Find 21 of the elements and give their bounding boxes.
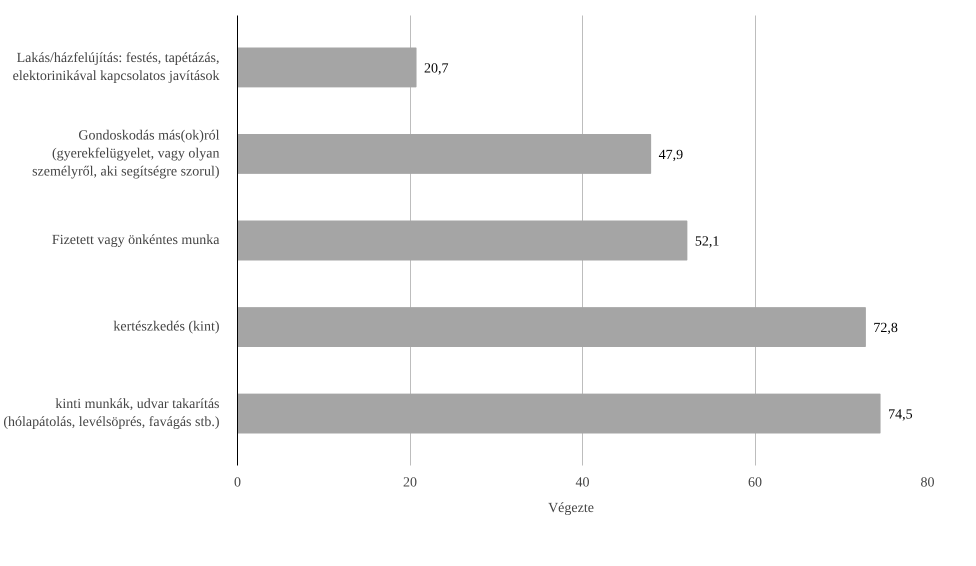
x-tick-label: 60 (748, 476, 762, 490)
x-tick-label: 0 (234, 476, 241, 490)
bar (238, 47, 417, 88)
data-label: 72,8 (873, 321, 898, 336)
bar (238, 220, 688, 260)
data-label: 52,1 (694, 234, 720, 250)
x-tick-label: 20 (403, 476, 417, 490)
data-label: 20,7 (424, 61, 449, 76)
data-label: 47,9 (658, 148, 684, 163)
x-tick-label: 40 (576, 476, 590, 490)
y-tick-label: Lakás/házfelújítás: festés, tapétázás, elektorinikával kapcsolatos javítások (12, 50, 220, 84)
y-tick-label: Fizetett vagy önkéntes munka (52, 233, 220, 248)
data-label: 74,5 (888, 408, 913, 423)
text: Végezte (548, 501, 594, 517)
x-tick-label: 80 (920, 476, 934, 490)
bar (238, 307, 866, 348)
bar (238, 394, 881, 434)
bar (238, 134, 652, 174)
y-tick-label: kertészkedés (kint) (113, 320, 220, 335)
y-tick-label: Gondoskodás más(ok)ról (gyerekfelügyelet, vagy olyan személyről, aki segítségre szorul) (32, 128, 220, 180)
y-tick-label: kinti munkák, udvar takarítás (hólapátolás, levélsöprés, favágás stb.) (3, 397, 220, 430)
